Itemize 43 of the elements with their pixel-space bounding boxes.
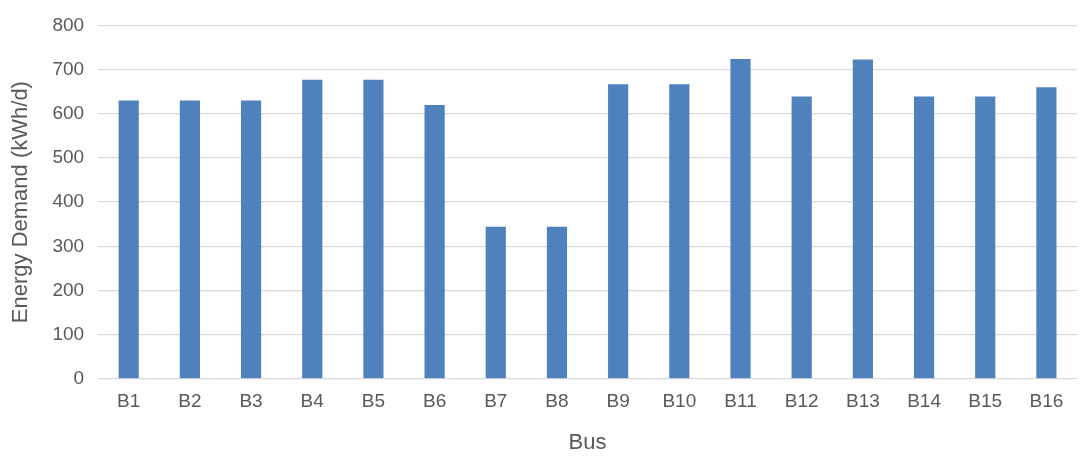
y-tick-label: 100	[52, 322, 85, 344]
bar	[302, 79, 323, 379]
y-tick-label: 700	[52, 57, 85, 79]
y-tick-label: 400	[52, 190, 85, 212]
x-tick-label: B12	[784, 390, 819, 412]
bar	[485, 226, 506, 379]
x-tick-label: B7	[484, 390, 508, 412]
y-tick-label: 300	[52, 234, 85, 256]
x-tick-label: B11	[724, 390, 757, 412]
x-tick-label: B10	[662, 390, 697, 412]
x-tick-label: B2	[178, 390, 202, 412]
bar	[179, 100, 200, 379]
bar	[1036, 87, 1057, 379]
y-tick-label: 600	[52, 101, 85, 123]
x-tick-label: B16	[1029, 390, 1064, 412]
x-tick-label: B15	[968, 390, 1003, 412]
y-tick-label: 500	[52, 146, 85, 168]
y-tick-label: 0	[73, 367, 85, 389]
y-tick-label: 200	[52, 278, 85, 300]
bar	[852, 59, 873, 379]
y-axis-title: Energy Demand (kWh/d)	[7, 81, 33, 324]
bar	[424, 104, 445, 379]
x-axis-title: Bus	[568, 428, 607, 454]
x-tick-label: B3	[239, 390, 263, 412]
bar	[363, 79, 384, 379]
bar	[975, 96, 996, 379]
bar	[118, 100, 139, 379]
bar	[608, 84, 629, 379]
y-tick-label: 800	[52, 13, 85, 35]
bar	[791, 96, 812, 379]
x-tick-label: B6	[422, 390, 447, 412]
bar	[730, 58, 751, 379]
x-tick-label: B14	[907, 390, 942, 412]
bar	[913, 96, 935, 379]
x-tick-label: B9	[606, 390, 630, 412]
x-tick-label: B8	[545, 390, 569, 412]
x-tick-label: B13	[845, 390, 880, 412]
x-tick-label: B1	[117, 390, 141, 412]
bar	[546, 226, 568, 379]
x-tick-label: B4	[300, 390, 325, 412]
bar	[669, 84, 690, 379]
x-tick-label: B5	[361, 390, 386, 412]
bar	[240, 100, 262, 379]
